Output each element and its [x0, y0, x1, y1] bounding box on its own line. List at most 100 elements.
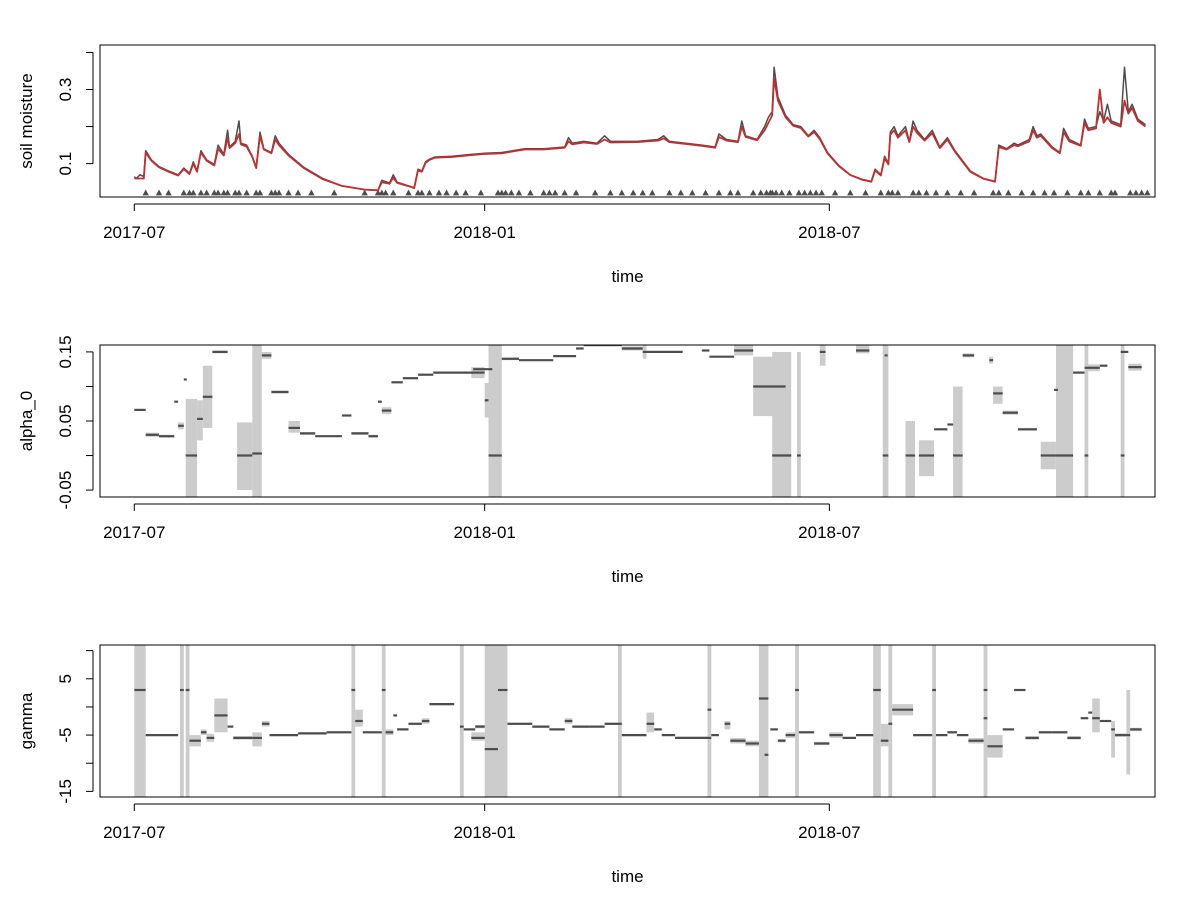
event-marker [235, 189, 243, 196]
event-marker [607, 189, 614, 196]
estimate-segments [134, 345, 1142, 457]
event-marker [889, 189, 896, 196]
gamma-x-axis: 2017-07 2018-01 2018-07 [103, 803, 861, 842]
interval-band [856, 345, 870, 354]
event-marker [390, 189, 397, 196]
interval-band [498, 645, 508, 797]
interval-band [905, 421, 915, 497]
y-tick-label: 0.3 [56, 78, 75, 102]
interval-band [185, 645, 190, 797]
event-marker [285, 189, 292, 196]
event-marker [989, 189, 997, 196]
x-tick-label: 2018-07 [798, 823, 860, 842]
event-marker [831, 189, 839, 196]
event-marker [957, 189, 964, 196]
panel-soil-moisture: 0.1 0.3 soil moisture 2017-07 2018-01 2018-07… [17, 44, 1156, 286]
event-marker [224, 189, 231, 196]
interval-band [795, 645, 799, 797]
event-marker [155, 189, 163, 196]
event-marker [203, 189, 210, 196]
gamma-x-axis-label: time [611, 867, 643, 886]
interval-band [471, 732, 485, 741]
event-marker [1144, 189, 1151, 196]
event-marker [1005, 189, 1012, 196]
event-marker [666, 189, 673, 196]
interval-band [252, 732, 262, 747]
interval-band [932, 645, 936, 797]
event-marker [715, 189, 723, 196]
event-marker [1041, 189, 1048, 196]
event-marker [382, 189, 389, 196]
interval-band [918, 440, 935, 477]
event-marker [1018, 189, 1025, 196]
series-line-fitted [134, 77, 1147, 192]
alpha-0-plot-area [134, 345, 1142, 497]
x-tick-label: 2018-01 [453, 823, 515, 842]
event-marker [572, 189, 580, 196]
event-marker [405, 189, 412, 196]
y-tick-label: -0.05 [56, 471, 75, 510]
interval-band [197, 400, 203, 441]
event-marker [649, 189, 656, 196]
interval-band [1056, 345, 1074, 497]
interval-band [993, 386, 1003, 404]
event-marker [702, 189, 709, 196]
event-marker [639, 189, 646, 196]
event-marker [1096, 189, 1103, 196]
y-tick-label: 0.1 [56, 152, 75, 176]
interval-band [1120, 345, 1125, 497]
event-marker [812, 189, 820, 196]
interval-band [772, 351, 792, 497]
event-marker [749, 189, 757, 196]
event-marker [772, 189, 780, 196]
event-marker [677, 189, 685, 196]
event-marker [142, 189, 149, 196]
interval-band [1126, 690, 1131, 775]
y-tick-label: -5 [56, 728, 75, 743]
interval-band [252, 345, 262, 497]
event-marker [1138, 189, 1145, 196]
alpha-0-plot-frame [99, 344, 1156, 498]
event-marker [214, 189, 222, 196]
event-marker [915, 189, 923, 196]
panel-alpha-0: -0.05 0.05 0.15 alpha_0 2017-07 2018-01 2018-0… [17, 335, 1156, 586]
event-marker [361, 189, 368, 196]
series-line-observed [133, 66, 1146, 192]
interval-band [819, 345, 826, 366]
x-tick-label: 2017-07 [103, 223, 165, 242]
x-tick-label: 2018-01 [453, 223, 515, 242]
event-marker [630, 189, 637, 196]
interval-band [488, 345, 502, 497]
event-marker [877, 189, 884, 196]
gamma-plot-frame [99, 644, 1156, 798]
event-marker [591, 189, 599, 196]
interval-band [185, 398, 198, 497]
event-marker [275, 189, 283, 196]
event-marker [477, 189, 485, 196]
y-tick-label: -15 [56, 779, 75, 804]
interval-band [983, 645, 988, 797]
event-marker [932, 189, 940, 196]
event-marker [689, 189, 696, 196]
alpha-0-y-axis: -0.05 0.05 0.15 [56, 335, 94, 510]
event-marker [435, 189, 443, 196]
y-tick-label: 5 [56, 674, 75, 683]
alpha-0-x-axis-label: time [611, 567, 643, 586]
interval-bands [134, 645, 1142, 797]
gamma-y-axis: -15 -5 5 [56, 650, 94, 804]
soil-moisture-x-axis: 2017-07 2018-01 2018-07 [103, 203, 861, 242]
event-marker [923, 189, 930, 196]
event-marker [1064, 189, 1071, 196]
event-marker [462, 189, 469, 196]
event-marker [1127, 189, 1134, 196]
interval-band [1111, 721, 1115, 758]
event-marker [818, 189, 825, 196]
event-marker [561, 189, 568, 196]
event-marker [418, 189, 426, 196]
event-marker [190, 189, 197, 196]
event-marker [180, 189, 187, 196]
event-markers [142, 189, 1151, 196]
event-marker [243, 189, 250, 196]
event-marker [847, 189, 854, 196]
